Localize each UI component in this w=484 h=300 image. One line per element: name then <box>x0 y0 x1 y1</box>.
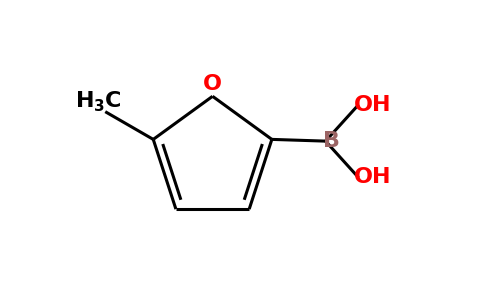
Text: OH: OH <box>354 167 392 188</box>
Text: H: H <box>76 91 95 111</box>
Text: OH: OH <box>354 95 392 115</box>
Text: C: C <box>105 91 121 111</box>
Text: B: B <box>323 131 340 151</box>
Text: 3: 3 <box>94 99 105 114</box>
Text: O: O <box>203 74 222 94</box>
